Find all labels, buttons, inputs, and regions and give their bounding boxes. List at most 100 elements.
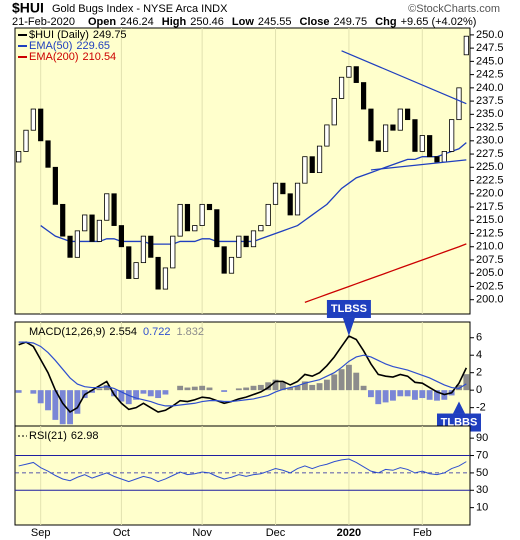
y-tick-label: 250.0 xyxy=(476,29,504,41)
histogram-bar xyxy=(15,390,22,393)
histogram-bar xyxy=(367,390,374,398)
candle xyxy=(206,203,213,211)
x-tick-label: Nov xyxy=(192,527,212,539)
date: 21-Feb-2020 xyxy=(12,16,75,28)
candle xyxy=(250,230,257,248)
y-tick-label: 90 xyxy=(476,432,488,444)
candle xyxy=(96,219,102,242)
y-tick-label: 222.5 xyxy=(476,174,504,186)
histogram-bar xyxy=(294,385,301,391)
candle xyxy=(155,256,161,290)
histogram-bar xyxy=(37,390,44,404)
candle xyxy=(184,203,191,232)
x-tick-label: Sep xyxy=(31,527,51,539)
legend-name: EMA(200) xyxy=(29,51,79,63)
candle xyxy=(280,182,286,195)
histogram-bar xyxy=(74,390,81,414)
candle xyxy=(405,108,411,121)
candle xyxy=(111,193,117,226)
candle xyxy=(331,98,337,126)
candle xyxy=(118,225,125,248)
legend-value: 229.65 xyxy=(76,40,110,52)
y-tick-label: 70 xyxy=(476,449,488,461)
histogram-bar xyxy=(404,390,411,397)
annotation: TLBBS xyxy=(441,416,478,428)
histogram-bar xyxy=(206,387,213,391)
histogram-bar xyxy=(59,390,66,425)
macd-line xyxy=(18,334,468,414)
histogram-bar xyxy=(382,390,389,403)
histogram-bar xyxy=(147,390,154,397)
y-tick-label: 2 xyxy=(476,367,482,379)
histogram-bar xyxy=(45,390,51,411)
histogram-bar xyxy=(265,382,272,391)
candle xyxy=(140,235,147,264)
histogram-bar xyxy=(177,385,184,391)
histogram-bar xyxy=(272,379,279,391)
legend-name: $HUI (Daily) xyxy=(29,29,89,41)
histogram-bar xyxy=(412,390,418,400)
rsi-line xyxy=(18,458,467,483)
y-tick-label: 210.0 xyxy=(476,241,504,253)
histogram-bar xyxy=(331,374,338,391)
quote-value: 250.46 xyxy=(190,16,224,28)
x-tick-label: 2020 xyxy=(337,527,361,539)
candle xyxy=(324,124,330,147)
candle xyxy=(170,235,176,269)
histogram-bar xyxy=(287,387,294,391)
rsi-label: RSI(21) xyxy=(29,430,67,442)
histogram-bar xyxy=(345,364,352,391)
y-tick-label: 232.5 xyxy=(476,121,504,133)
histogram-bar xyxy=(397,390,404,397)
candle xyxy=(177,203,183,237)
x-tick-label: Dec xyxy=(266,527,286,539)
candle xyxy=(272,182,279,205)
annotation-arrow xyxy=(452,401,465,414)
y-tick-label: 30 xyxy=(476,484,488,496)
subtitle: Gold Bugs Index - NYSE Arca INDX xyxy=(52,3,228,15)
legend-value: 249.75 xyxy=(93,29,127,41)
histogram-bar xyxy=(191,386,198,391)
candle xyxy=(199,203,205,226)
candle xyxy=(360,82,367,110)
candle xyxy=(192,225,198,232)
legend-value: 210.54 xyxy=(83,51,117,63)
histogram-bar xyxy=(52,390,59,420)
histogram-bar xyxy=(30,390,37,394)
x-tick-label: Feb xyxy=(413,527,432,539)
macd-value: 0.722 xyxy=(143,326,171,338)
histogram-bar xyxy=(89,390,95,393)
y-tick-label: 50 xyxy=(476,467,488,479)
histogram-bar xyxy=(140,390,147,394)
y-tick-label: 6 xyxy=(476,332,482,344)
histogram-bar xyxy=(316,383,323,391)
histogram-bar xyxy=(133,390,140,400)
histogram-bar xyxy=(155,390,162,399)
candle xyxy=(228,256,235,274)
x-tick-label: Oct xyxy=(113,527,130,539)
histogram-bar xyxy=(426,390,433,400)
candle xyxy=(236,235,242,258)
quote-value: +9.65 (+4.02%) xyxy=(401,16,477,28)
candle xyxy=(287,193,293,216)
histogram-bar xyxy=(96,388,103,391)
histogram-bar xyxy=(390,390,396,401)
candle xyxy=(30,108,36,131)
candle xyxy=(383,124,389,152)
candle xyxy=(302,156,308,184)
candle xyxy=(419,135,425,152)
quote-value: 245.55 xyxy=(258,16,292,28)
y-tick-label: 237.5 xyxy=(476,95,504,107)
quote-value: 249.75 xyxy=(334,16,368,28)
quote-label: High xyxy=(162,16,187,28)
y-tick-label: 245.0 xyxy=(476,55,504,67)
histogram-bar xyxy=(301,381,308,391)
macd-label: MACD(12,26,9) xyxy=(29,326,105,338)
y-tick-label: -2 xyxy=(476,402,486,414)
y-tick-label: 200.0 xyxy=(476,294,504,306)
histogram-bar xyxy=(235,388,242,391)
candle xyxy=(104,193,110,221)
macd-value: 1.832 xyxy=(176,326,204,338)
quote-label: Open xyxy=(88,16,116,28)
